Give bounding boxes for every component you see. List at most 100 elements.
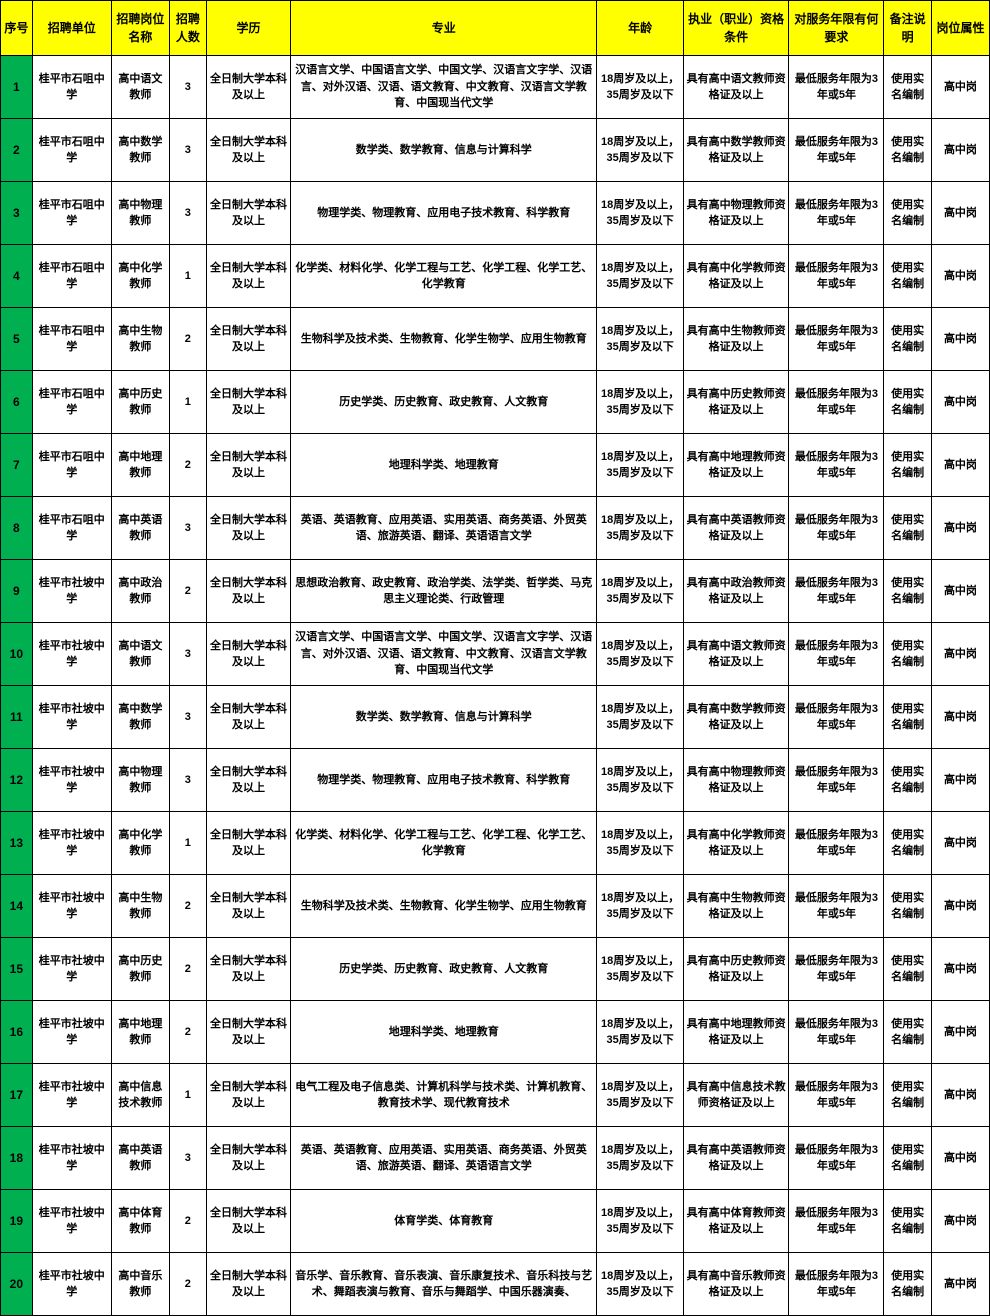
cell-major: 数学类、数学教育、信息与计算科学 bbox=[291, 686, 597, 749]
cell-age: 18周岁及以上，35周岁及以下 bbox=[597, 812, 684, 875]
cell-seq: 15 bbox=[1, 938, 33, 1001]
cell-edu: 全日制大学本科及以上 bbox=[206, 434, 290, 497]
cell-qual: 具有高中生物教师资格证及以上 bbox=[683, 875, 789, 938]
cell-num: 3 bbox=[169, 119, 206, 182]
cell-seq: 12 bbox=[1, 749, 33, 812]
cell-post: 高中地理教师 bbox=[111, 1001, 169, 1064]
cell-unit: 桂平市社坡中学 bbox=[32, 875, 111, 938]
cell-attr: 高中岗 bbox=[931, 371, 989, 434]
cell-note: 使用实名编制 bbox=[884, 1001, 931, 1064]
cell-edu: 全日制大学本科及以上 bbox=[206, 1190, 290, 1253]
cell-seq: 20 bbox=[1, 1253, 33, 1316]
header-qual: 执业（职业）资格条件 bbox=[683, 1, 789, 56]
cell-age: 18周岁及以上，35周岁及以下 bbox=[597, 1001, 684, 1064]
cell-qual: 具有高中语文教师资格证及以上 bbox=[683, 623, 789, 686]
cell-unit: 桂平市社坡中学 bbox=[32, 1190, 111, 1253]
cell-attr: 高中岗 bbox=[931, 1127, 989, 1190]
cell-serv: 最低服务年限为3年或5年 bbox=[789, 56, 884, 119]
cell-serv: 最低服务年限为3年或5年 bbox=[789, 245, 884, 308]
table-row: 3桂平市石咀中学高中物理教师3全日制大学本科及以上物理学类、物理教育、应用电子技… bbox=[1, 182, 990, 245]
cell-major: 化学类、材料化学、化学工程与工艺、化学工程、化学工艺、化学教育 bbox=[291, 812, 597, 875]
cell-num: 1 bbox=[169, 245, 206, 308]
cell-note: 使用实名编制 bbox=[884, 812, 931, 875]
cell-attr: 高中岗 bbox=[931, 938, 989, 1001]
cell-qual: 具有高中信息技术教师资格证及以上 bbox=[683, 1064, 789, 1127]
cell-major: 汉语言文学、中国语言文学、中国文学、汉语言文字学、汉语言、对外汉语、汉语、语文教… bbox=[291, 623, 597, 686]
cell-post: 高中化学教师 bbox=[111, 812, 169, 875]
cell-post: 高中数学教师 bbox=[111, 686, 169, 749]
table-row: 4桂平市石咀中学高中化学教师1全日制大学本科及以上化学类、材料化学、化学工程与工… bbox=[1, 245, 990, 308]
table-row: 16桂平市社坡中学高中地理教师2全日制大学本科及以上地理科学类、地理教育18周岁… bbox=[1, 1001, 990, 1064]
cell-serv: 最低服务年限为3年或5年 bbox=[789, 1253, 884, 1316]
cell-major: 历史学类、历史教育、政史教育、人文教育 bbox=[291, 938, 597, 1001]
cell-post: 高中生物教师 bbox=[111, 308, 169, 371]
table-row: 9桂平市社坡中学高中政治教师2全日制大学本科及以上思想政治教育、政史教育、政治学… bbox=[1, 560, 990, 623]
cell-note: 使用实名编制 bbox=[884, 245, 931, 308]
header-post: 招聘岗位名称 bbox=[111, 1, 169, 56]
cell-age: 18周岁及以上，35周岁及以下 bbox=[597, 1190, 684, 1253]
cell-serv: 最低服务年限为3年或5年 bbox=[789, 371, 884, 434]
cell-num: 1 bbox=[169, 371, 206, 434]
cell-age: 18周岁及以上，35周岁及以下 bbox=[597, 182, 684, 245]
cell-seq: 18 bbox=[1, 1127, 33, 1190]
cell-edu: 全日制大学本科及以上 bbox=[206, 308, 290, 371]
header-row: 序号 招聘单位 招聘岗位名称 招聘人数 学历 专业 年龄 执业（职业）资格条件 … bbox=[1, 1, 990, 56]
cell-edu: 全日制大学本科及以上 bbox=[206, 812, 290, 875]
cell-attr: 高中岗 bbox=[931, 560, 989, 623]
cell-note: 使用实名编制 bbox=[884, 371, 931, 434]
cell-seq: 13 bbox=[1, 812, 33, 875]
cell-major: 生物科学及技术类、生物教育、化学生物学、应用生物教育 bbox=[291, 875, 597, 938]
cell-attr: 高中岗 bbox=[931, 308, 989, 371]
cell-qual: 具有高中数学教师资格证及以上 bbox=[683, 119, 789, 182]
cell-serv: 最低服务年限为3年或5年 bbox=[789, 119, 884, 182]
cell-major: 汉语言文学、中国语言文学、中国文学、汉语言文字学、汉语言、对外汉语、汉语、语文教… bbox=[291, 56, 597, 119]
cell-age: 18周岁及以上，35周岁及以下 bbox=[597, 497, 684, 560]
cell-age: 18周岁及以上，35周岁及以下 bbox=[597, 686, 684, 749]
cell-note: 使用实名编制 bbox=[884, 1253, 931, 1316]
cell-serv: 最低服务年限为3年或5年 bbox=[789, 308, 884, 371]
cell-edu: 全日制大学本科及以上 bbox=[206, 182, 290, 245]
cell-attr: 高中岗 bbox=[931, 812, 989, 875]
cell-post: 高中生物教师 bbox=[111, 875, 169, 938]
cell-note: 使用实名编制 bbox=[884, 686, 931, 749]
cell-num: 2 bbox=[169, 308, 206, 371]
cell-num: 1 bbox=[169, 812, 206, 875]
cell-unit: 桂平市石咀中学 bbox=[32, 56, 111, 119]
cell-age: 18周岁及以上，35周岁及以下 bbox=[597, 938, 684, 1001]
cell-serv: 最低服务年限为3年或5年 bbox=[789, 875, 884, 938]
cell-edu: 全日制大学本科及以上 bbox=[206, 1253, 290, 1316]
cell-age: 18周岁及以上，35周岁及以下 bbox=[597, 371, 684, 434]
cell-qual: 具有高中物理教师资格证及以上 bbox=[683, 182, 789, 245]
cell-seq: 11 bbox=[1, 686, 33, 749]
cell-seq: 8 bbox=[1, 497, 33, 560]
cell-age: 18周岁及以上，35周岁及以下 bbox=[597, 623, 684, 686]
cell-serv: 最低服务年限为3年或5年 bbox=[789, 749, 884, 812]
cell-unit: 桂平市石咀中学 bbox=[32, 245, 111, 308]
cell-unit: 桂平市石咀中学 bbox=[32, 371, 111, 434]
cell-major: 音乐学、音乐教育、音乐表演、音乐康复技术、音乐科技与艺术、舞蹈表演与教育、音乐与… bbox=[291, 1253, 597, 1316]
cell-edu: 全日制大学本科及以上 bbox=[206, 686, 290, 749]
cell-serv: 最低服务年限为3年或5年 bbox=[789, 812, 884, 875]
cell-major: 化学类、材料化学、化学工程与工艺、化学工程、化学工艺、化学教育 bbox=[291, 245, 597, 308]
cell-serv: 最低服务年限为3年或5年 bbox=[789, 560, 884, 623]
table-row: 17桂平市社坡中学高中信息技术教师1全日制大学本科及以上电气工程及电子信息类、计… bbox=[1, 1064, 990, 1127]
cell-note: 使用实名编制 bbox=[884, 1127, 931, 1190]
cell-age: 18周岁及以上，35周岁及以下 bbox=[597, 1127, 684, 1190]
cell-num: 3 bbox=[169, 1127, 206, 1190]
cell-attr: 高中岗 bbox=[931, 1064, 989, 1127]
cell-note: 使用实名编制 bbox=[884, 56, 931, 119]
cell-serv: 最低服务年限为3年或5年 bbox=[789, 938, 884, 1001]
cell-seq: 1 bbox=[1, 56, 33, 119]
cell-num: 3 bbox=[169, 497, 206, 560]
cell-age: 18周岁及以上，35周岁及以下 bbox=[597, 308, 684, 371]
cell-qual: 具有高中地理教师资格证及以上 bbox=[683, 434, 789, 497]
cell-attr: 高中岗 bbox=[931, 1253, 989, 1316]
cell-note: 使用实名编制 bbox=[884, 1064, 931, 1127]
cell-major: 英语、英语教育、应用英语、实用英语、商务英语、外贸英语、旅游英语、翻译、英语语言… bbox=[291, 497, 597, 560]
cell-num: 1 bbox=[169, 1064, 206, 1127]
cell-edu: 全日制大学本科及以上 bbox=[206, 1064, 290, 1127]
cell-age: 18周岁及以上，35周岁及以下 bbox=[597, 1064, 684, 1127]
cell-major: 数学类、数学教育、信息与计算科学 bbox=[291, 119, 597, 182]
cell-unit: 桂平市石咀中学 bbox=[32, 182, 111, 245]
table-row: 5桂平市石咀中学高中生物教师2全日制大学本科及以上生物科学及技术类、生物教育、化… bbox=[1, 308, 990, 371]
